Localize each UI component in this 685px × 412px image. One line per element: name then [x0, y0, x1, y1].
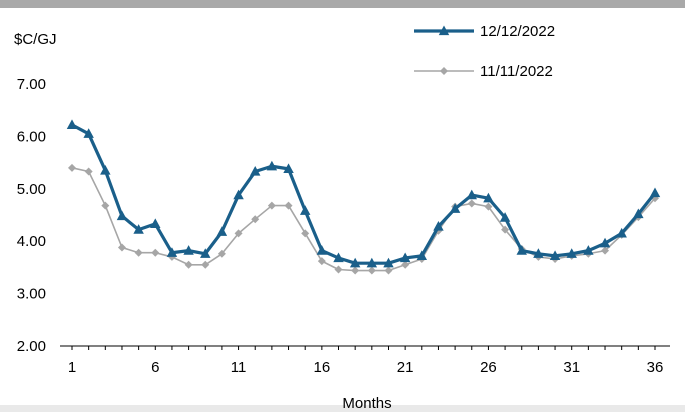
- y-tick-label: 4.00: [17, 233, 46, 250]
- series-point: [633, 208, 644, 219]
- series-point: [566, 248, 577, 258]
- legend-item: 12/12/2022: [414, 23, 555, 40]
- x-tick-label: 6: [151, 359, 159, 376]
- series-point: [184, 260, 193, 269]
- series-point: [334, 265, 343, 274]
- series-point: [466, 189, 477, 200]
- x-axis-label: Months: [342, 395, 391, 412]
- series-1: [66, 119, 661, 268]
- y-tick-label: 7.00: [17, 76, 46, 93]
- series-point: [599, 237, 611, 248]
- top-border-bar: [0, 0, 685, 8]
- legend: 12/12/2022 11/11/2022: [414, 23, 555, 80]
- x-tick-label: 26: [480, 359, 497, 376]
- series-point: [133, 224, 144, 234]
- series-point: [266, 160, 278, 171]
- series-point: [101, 201, 110, 210]
- series-point: [233, 189, 244, 200]
- series-point: [367, 266, 376, 275]
- series-point: [68, 163, 76, 172]
- series-point: [317, 257, 326, 266]
- series-point: [401, 260, 410, 269]
- series-point: [150, 218, 161, 229]
- x-tick-label: 1: [68, 359, 76, 376]
- y-tick-label: 5.00: [17, 181, 46, 198]
- series-point: [416, 250, 428, 260]
- series-point: [351, 266, 360, 275]
- x-tick-label: 11: [231, 359, 247, 376]
- series-point: [134, 248, 143, 257]
- series-point: [533, 248, 544, 258]
- series-point: [267, 201, 276, 210]
- series-point: [383, 257, 394, 268]
- series-point: [216, 226, 228, 236]
- series-point: [499, 212, 511, 222]
- y-tick-label: 2.00: [17, 338, 46, 355]
- series-point: [649, 187, 661, 198]
- series-line: [71, 123, 657, 265]
- legend-label: 11/11/2022: [480, 63, 553, 80]
- series-point: [483, 192, 494, 203]
- series-point: [516, 245, 527, 255]
- series-point: [583, 245, 594, 255]
- series-point: [616, 227, 627, 238]
- series-point: [384, 266, 393, 275]
- bottom-border-bar: [0, 405, 685, 412]
- series-point: [66, 119, 78, 129]
- series-2: [68, 163, 659, 275]
- series-point: [250, 166, 261, 176]
- series-point: [166, 247, 178, 257]
- series-point: [440, 67, 448, 75]
- x-axis: 1 6 11 16 21 26 31 36: [60, 345, 670, 376]
- series-point: [167, 252, 176, 261]
- series-point: [333, 252, 344, 263]
- series-point: [117, 243, 126, 252]
- series-point: [100, 164, 111, 175]
- series-point: [200, 248, 211, 258]
- legend-label: 12/12/2022: [480, 23, 555, 40]
- series-point: [299, 205, 311, 215]
- series-point: [217, 249, 226, 258]
- series-point: [183, 245, 194, 255]
- series-point: [234, 229, 243, 238]
- series-point: [467, 199, 476, 208]
- series-point: [349, 257, 361, 268]
- x-tick-label: 21: [397, 359, 414, 376]
- series-point: [438, 25, 450, 36]
- series-point: [549, 250, 561, 260]
- series-point: [399, 252, 411, 263]
- series-point: [301, 229, 310, 238]
- y-axis-label: $C/GJ: [14, 31, 57, 48]
- legend-item: 11/11/2022: [414, 63, 553, 80]
- series-point: [151, 248, 160, 257]
- series-point: [251, 215, 260, 224]
- series-point: [284, 201, 293, 210]
- series-point: [366, 257, 378, 268]
- series-point: [501, 225, 510, 234]
- x-tick-label: 36: [647, 359, 664, 376]
- x-tick-label: 16: [314, 359, 331, 376]
- y-axis-ticks: 2.00 3.00 4.00 5.00 6.00 7.00: [17, 76, 46, 355]
- series-point: [83, 128, 94, 138]
- series-point: [484, 202, 493, 211]
- series-point: [316, 245, 328, 255]
- series-point: [601, 246, 610, 255]
- y-tick-label: 6.00: [17, 128, 46, 145]
- series-point: [449, 203, 461, 213]
- series-point: [84, 167, 93, 176]
- series-point: [433, 221, 444, 231]
- x-tick-label: 31: [563, 359, 580, 376]
- series-layer: [66, 119, 661, 275]
- series-point: [283, 163, 294, 174]
- series-point: [201, 260, 210, 269]
- series-point: [116, 210, 128, 221]
- y-tick-label: 3.00: [17, 286, 46, 303]
